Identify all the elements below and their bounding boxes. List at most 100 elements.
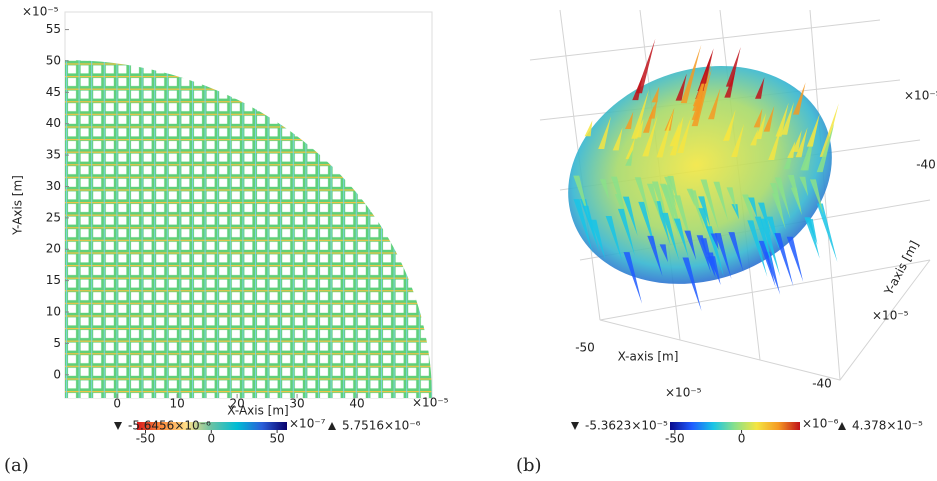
y-tick-label: 40 [46,116,61,130]
spike [651,86,660,103]
spike [804,217,820,259]
y-tick-label: 10 [46,305,61,319]
y-tick-label: 20 [46,242,61,256]
y-tick-label: 35 [46,148,61,162]
y-tick-label: 55 [46,22,61,36]
spike [582,205,600,254]
x-tick-label: 40 [349,397,364,411]
min-marker [571,422,579,430]
y-tick-label: 25 [46,210,61,224]
spike [816,203,838,263]
spike [632,74,643,101]
max-marker [328,422,336,430]
spike [631,89,649,139]
panel-label: (a) [4,455,29,476]
spike [661,212,680,261]
colorbar-tick-label: 0 [207,432,215,446]
spike [774,177,791,219]
spike [754,77,765,99]
spike [625,137,636,160]
colorbar-multiplier: ×10⁻⁶ [802,417,839,431]
x-multiplier: ×10⁻⁵ [412,396,449,410]
y-tick-label: 50 [46,53,61,67]
spike [612,127,623,151]
spike [664,107,675,131]
spike [731,204,739,220]
spike [795,127,808,158]
y-multiplier: ×10⁻⁵ [22,5,59,19]
min-marker [114,422,122,430]
spike [819,103,839,157]
spike [673,116,684,141]
spike [768,125,782,160]
spike [764,251,781,295]
spike [792,82,806,115]
spike [723,109,736,140]
spike [774,233,794,287]
colorbar-tick-label: 50 [269,432,284,446]
x-axis-label: X-axis [m] [618,350,679,364]
spike [673,218,689,258]
spike [724,70,736,98]
spike [659,244,668,263]
colorbar-tick-label: -50 [665,432,685,446]
spike [786,236,804,282]
spike [634,177,651,221]
tick-label: -40 [812,377,832,391]
spike [710,233,719,250]
spike [726,187,737,211]
spike [799,176,809,197]
spike [758,240,776,288]
spike [787,175,802,211]
spike [759,218,781,277]
spike [675,73,687,101]
spike [758,202,772,238]
y-tick-label: 15 [46,273,61,287]
axis-multiplier: ×10⁻⁵ [904,89,937,103]
spike [669,121,681,147]
tick-label: -40 [916,158,936,172]
surface [568,66,832,284]
spike [700,179,720,233]
spike [623,252,643,304]
spike [790,187,802,216]
spike [590,219,606,261]
colorbar-tick-label: -50 [136,432,156,446]
spike [713,181,729,221]
spike [706,256,716,278]
spike [573,175,590,222]
spike [816,123,835,173]
spike [714,233,732,280]
spike [802,148,812,171]
spike [622,196,638,236]
spike [755,112,767,140]
spike [698,208,711,238]
spike [696,235,712,274]
colorbar-tick-label: 0 [738,432,746,446]
spike [646,183,661,221]
spike [605,216,622,261]
spike [625,111,634,130]
x-axis-label: X-Axis [m] [227,404,288,418]
spike [692,67,708,107]
spike [766,216,780,251]
tick-label: -50 [575,341,595,355]
spike [731,123,745,157]
x-tick-label: 10 [169,397,184,411]
colorbar-max: 5.7516×10⁻⁶ [342,419,421,433]
panel-label: (b) [516,455,542,476]
spike [792,130,802,152]
colorbar [670,422,800,430]
y-tick-label: 30 [46,179,61,193]
spike [634,118,644,138]
colorbar [137,422,287,430]
spike [806,218,818,245]
x-tick-label: 0 [113,397,121,411]
y-tick-label: 5 [53,336,61,350]
x-tick-label: 30 [289,397,304,411]
spike [709,256,721,285]
spike [617,208,635,256]
spike [705,226,724,277]
spike [684,230,697,261]
y-tick-label: 45 [46,85,61,99]
